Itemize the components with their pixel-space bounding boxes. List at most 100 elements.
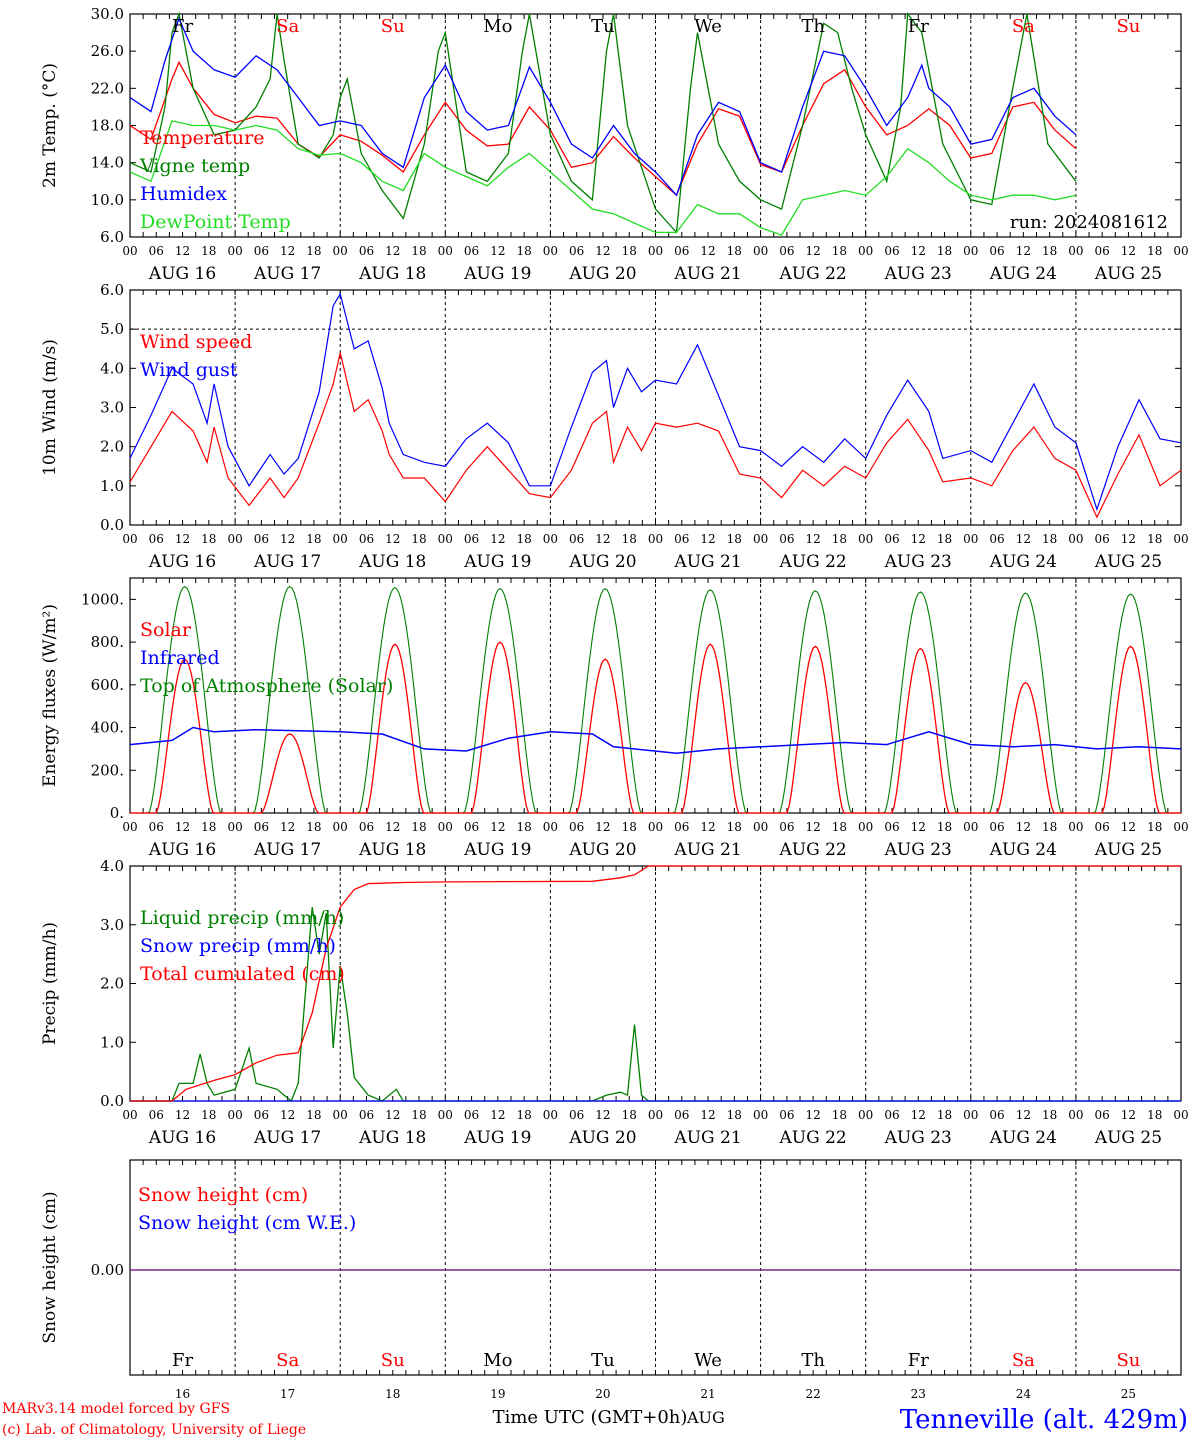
hour-tick-label: 12 xyxy=(911,244,926,258)
y-tick-label: 26.0 xyxy=(91,42,124,60)
hour-tick-label: 00 xyxy=(753,244,768,258)
day-number-label: 23 xyxy=(911,1387,926,1401)
legend-entry: Snow height (cm) xyxy=(138,1184,308,1206)
hour-tick-label: 18 xyxy=(832,1108,847,1122)
hour-tick-label: 12 xyxy=(595,532,610,546)
date-label: AUG 23 xyxy=(884,1128,952,1148)
date-label: AUG 23 xyxy=(884,840,952,860)
legend-entry: Total cumulated (cm) xyxy=(140,963,345,985)
hour-tick-label: 00 xyxy=(227,244,242,258)
hour-tick-label: 06 xyxy=(1095,1108,1110,1122)
hour-tick-label: 12 xyxy=(911,532,926,546)
hour-tick-label: 12 xyxy=(700,532,715,546)
legend-entry: Snow precip (mm/h) xyxy=(140,935,336,957)
hour-tick-label: 06 xyxy=(464,1108,479,1122)
hour-tick-label: 00 xyxy=(963,820,978,834)
date-label: AUG 25 xyxy=(1094,264,1162,284)
hour-tick-label: 12 xyxy=(806,1108,821,1122)
y-tick-label: 0.0 xyxy=(100,1092,124,1110)
hour-tick-label: 18 xyxy=(201,244,216,258)
hour-tick-label: 06 xyxy=(779,532,794,546)
hour-tick-label: 12 xyxy=(806,820,821,834)
legend-entry: Humidex xyxy=(140,183,227,205)
hour-tick-label: 00 xyxy=(438,244,453,258)
hour-tick-label: 12 xyxy=(280,532,295,546)
hour-tick-label: 18 xyxy=(201,1108,216,1122)
hour-tick-label: 06 xyxy=(989,820,1004,834)
date-label: AUG 22 xyxy=(779,1128,847,1148)
series-line-infrared xyxy=(129,726,1182,754)
hour-tick-label: 00 xyxy=(1173,244,1188,258)
hour-tick-label: 00 xyxy=(858,820,873,834)
hour-tick-label: 00 xyxy=(438,1108,453,1122)
y-axis-label: Energy fluxes (W/m²) xyxy=(40,604,60,787)
hour-tick-label: 18 xyxy=(1147,244,1162,258)
date-label: AUG 16 xyxy=(148,552,216,572)
y-tick-label: 600. xyxy=(91,676,124,694)
date-label: AUG 24 xyxy=(989,264,1057,284)
legend-entry: Vigne temp xyxy=(139,155,250,177)
hour-tick-label: 00 xyxy=(122,820,137,834)
hour-tick-label: 06 xyxy=(884,532,899,546)
date-label: AUG 20 xyxy=(568,264,636,284)
weekday-label: Sa xyxy=(276,16,299,37)
date-label: AUG 18 xyxy=(358,264,426,284)
model-credit: MARv3.14 model forced by GFS xyxy=(2,1401,230,1417)
date-label: AUG 20 xyxy=(568,1128,636,1148)
series-line-dewpoint-temp xyxy=(129,120,1077,236)
date-label: AUG 19 xyxy=(463,840,531,860)
hour-tick-label: 18 xyxy=(622,244,637,258)
hour-tick-label: 00 xyxy=(963,244,978,258)
weekday-label: Mo xyxy=(483,1350,512,1371)
weekday-label: Fr xyxy=(908,1350,929,1371)
day-number-label: 22 xyxy=(806,1387,821,1401)
hour-tick-label: 06 xyxy=(254,532,269,546)
hour-tick-label: 18 xyxy=(727,244,742,258)
day-number-label: 18 xyxy=(385,1387,400,1401)
hour-tick-label: 12 xyxy=(806,244,821,258)
hour-tick-label: 12 xyxy=(595,820,610,834)
hour-tick-label: 00 xyxy=(1068,820,1083,834)
hour-tick-label: 06 xyxy=(884,244,899,258)
hour-tick-label: 12 xyxy=(911,820,926,834)
day-number-label: 19 xyxy=(490,1387,505,1401)
hour-tick-label: 06 xyxy=(149,1108,164,1122)
series-line-total-cumulated-cm- xyxy=(130,865,1181,1102)
hour-tick-label: 18 xyxy=(832,532,847,546)
hour-tick-label: 00 xyxy=(858,244,873,258)
hour-tick-label: 12 xyxy=(385,532,400,546)
x-axis-label: Time UTC (GMT+0h) xyxy=(493,1407,688,1428)
hour-tick-label: 00 xyxy=(858,532,873,546)
date-label: AUG 17 xyxy=(253,840,321,860)
panel-frame xyxy=(129,289,1182,526)
hour-tick-label: 18 xyxy=(1042,244,1057,258)
hour-tick-label: 12 xyxy=(385,820,400,834)
day-number-label: 21 xyxy=(700,1387,715,1401)
hour-tick-label: 12 xyxy=(1121,820,1136,834)
series-line-humidex xyxy=(129,16,1077,197)
hour-tick-label: 00 xyxy=(963,1108,978,1122)
hour-tick-label: 18 xyxy=(1147,820,1162,834)
hour-tick-label: 00 xyxy=(1173,532,1188,546)
hour-tick-label: 18 xyxy=(832,244,847,258)
hour-tick-label: 00 xyxy=(543,244,558,258)
y-tick-label: 3.0 xyxy=(100,399,124,417)
y-tick-label: 6.0 xyxy=(100,228,124,246)
hour-tick-label: 18 xyxy=(201,820,216,834)
hour-tick-label: 00 xyxy=(858,1108,873,1122)
date-label: AUG 18 xyxy=(358,552,426,572)
hour-tick-label: 12 xyxy=(911,1108,926,1122)
hour-tick-label: 06 xyxy=(884,820,899,834)
hour-tick-label: 06 xyxy=(989,1108,1004,1122)
hour-tick-label: 06 xyxy=(254,1108,269,1122)
weekday-label: Fr xyxy=(172,1350,193,1371)
hour-tick-label: 18 xyxy=(306,244,321,258)
hour-tick-label: 06 xyxy=(1095,820,1110,834)
hour-tick-label: 00 xyxy=(122,244,137,258)
date-label: AUG 23 xyxy=(884,264,952,284)
date-label: AUG 16 xyxy=(148,1128,216,1148)
y-tick-label: 14.0 xyxy=(91,154,124,172)
hour-tick-label: 18 xyxy=(306,820,321,834)
hour-tick-label: 06 xyxy=(149,820,164,834)
series-line-wind-speed xyxy=(129,352,1182,519)
